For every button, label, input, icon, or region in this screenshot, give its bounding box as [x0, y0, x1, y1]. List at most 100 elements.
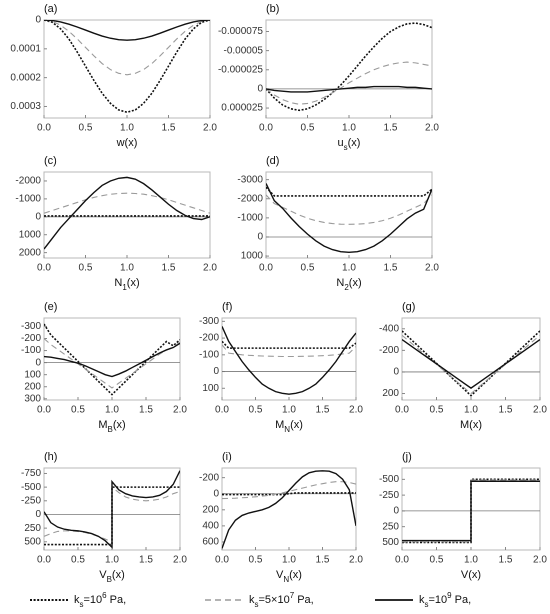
series-line	[44, 342, 180, 378]
legend-label: ks=106 Pa,	[74, 591, 126, 609]
series-line	[266, 61, 432, 105]
x-tick-label: 2.0	[203, 263, 217, 274]
y-tick-label: -300	[199, 316, 219, 327]
y-tick-label: -1000	[15, 194, 41, 205]
y-tick-label: -2000	[237, 193, 263, 204]
x-tick-label: 0.0	[215, 555, 229, 566]
x-tick-label: 2.0	[533, 555, 547, 566]
y-tick-label: 300	[24, 393, 41, 404]
y-tick-label: -2000	[15, 176, 41, 187]
x-tick-label: 1.0	[105, 405, 119, 416]
x-tick-label: 0.5	[301, 263, 315, 274]
x-tick-label: 0.5	[79, 263, 93, 274]
x-tick-label: 0.5	[249, 405, 263, 416]
series-line	[266, 194, 432, 225]
text-part: s	[80, 600, 84, 609]
x-tick-label: 2.0	[425, 123, 439, 134]
x-axis-label: us(x)	[338, 137, 361, 152]
x-tick-label: 1.5	[162, 263, 176, 274]
x-axis-label: MB(x)	[98, 419, 125, 434]
text-part: V(x)	[461, 569, 481, 581]
series-line	[266, 85, 432, 93]
x-tick-label: 0.5	[71, 555, 85, 566]
panel-label: (f)	[222, 301, 232, 313]
y-tick-label: 200	[382, 388, 399, 399]
y-tick-label: 100	[202, 383, 219, 394]
panel: (g)-400 -200 0 200 0.0 0.5 1.0 1.5 2.0 M(x)	[379, 301, 547, 431]
text-part: N	[114, 277, 122, 289]
y-tick-label: 1000	[19, 229, 42, 240]
y-tick-label: -200	[199, 333, 219, 344]
y-tick-label: -200	[199, 472, 219, 483]
text-part: 6	[102, 591, 107, 600]
y-tick-label: -3000	[237, 174, 263, 185]
text-part: Pa,	[107, 594, 127, 606]
x-tick-label: 0.0	[395, 555, 409, 566]
x-tick-label: 1.0	[464, 405, 478, 416]
y-tick-label: 200	[202, 504, 219, 515]
text-part: (x)	[289, 569, 302, 581]
x-tick-label: 1.5	[384, 123, 398, 134]
y-tick-label: -750	[21, 468, 41, 479]
text-part: (x)	[290, 419, 303, 431]
x-tick-label: 1.5	[139, 405, 153, 416]
x-axis-label: MN(x)	[275, 419, 303, 434]
x-tick-label: 2.0	[349, 405, 363, 416]
plot-frame	[43, 19, 211, 119]
y-tick-label: 2000	[19, 247, 42, 258]
text-part: V	[99, 569, 107, 581]
text-part: s	[344, 143, 348, 152]
x-tick-label: 0.0	[215, 405, 229, 416]
x-tick-label: 1.0	[282, 555, 296, 566]
x-axis-label: N1(x)	[114, 277, 139, 292]
y-tick-label: 500	[382, 537, 399, 548]
panel: (h)-750 -500 -250 0 250 500 0.0 0.5 1.0 1.5 2.0 VB(…	[21, 451, 187, 584]
panel: (j) -500 -250 0 250 500 0.0 0.5 1.0 1.5 2.0 V(x)	[379, 451, 547, 581]
y-tick-label: 0.0001	[10, 43, 41, 54]
panel-label: (j)	[402, 451, 412, 463]
y-tick-label: -0.000025	[218, 64, 263, 75]
x-axis-label: VN(x)	[276, 569, 302, 584]
text-part: Pa,	[294, 594, 314, 606]
y-tick-label: 0	[213, 488, 219, 499]
series-line	[402, 339, 540, 389]
x-tick-label: 0.5	[430, 405, 444, 416]
text-part: B	[107, 575, 112, 584]
text-part: =10	[429, 594, 448, 606]
text-part: (x)	[127, 277, 140, 289]
x-tick-label: 0.0	[37, 405, 51, 416]
panel: (a)0 0.0001 0.0002 0.0003 0.0 0.5 1.0 1.5 2.0 w(x…	[10, 3, 217, 149]
panel-label: (g)	[402, 301, 415, 313]
y-tick-label: -200	[21, 333, 41, 344]
text-part: M	[275, 419, 284, 431]
series-line	[222, 326, 356, 395]
y-tick-label: 0	[35, 15, 41, 26]
text-part: w(x)	[116, 137, 138, 149]
x-tick-label: 1.5	[316, 555, 330, 566]
y-tick-label: 0	[393, 367, 399, 378]
x-tick-label: 0.0	[37, 123, 51, 134]
series-line	[402, 334, 540, 395]
series-line	[44, 485, 180, 543]
series-line	[44, 20, 210, 114]
y-tick-label: -300	[21, 321, 41, 332]
series-line	[222, 340, 356, 349]
x-tick-label: 1.5	[499, 555, 513, 566]
series-line	[222, 470, 356, 549]
series-line	[222, 481, 356, 500]
y-tick-label: -100	[21, 345, 41, 356]
x-tick-label: 0.0	[37, 263, 51, 274]
series-line	[44, 486, 180, 546]
panel: (b)-0.000075 -0.00005 -0.000025 0 0.000025 0.…	[218, 3, 439, 152]
x-tick-label: 1.0	[120, 263, 134, 274]
text-part: (x)	[349, 277, 362, 289]
text-part: (x)	[112, 569, 125, 581]
x-tick-label: 2.0	[349, 555, 363, 566]
y-tick-label: -200	[379, 345, 399, 356]
y-tick-label: -500	[21, 482, 41, 493]
y-tick-label: -1000	[237, 213, 263, 224]
x-tick-label: 1.0	[464, 555, 478, 566]
plot-frame	[221, 467, 357, 551]
series-line	[44, 20, 210, 41]
